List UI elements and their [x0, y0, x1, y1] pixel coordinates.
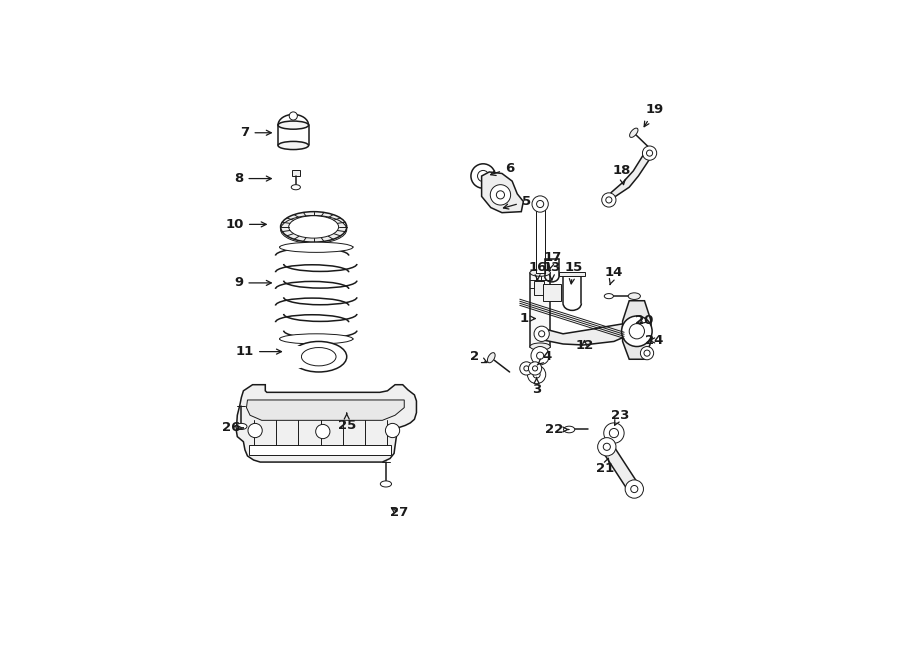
Ellipse shape: [530, 269, 550, 276]
Ellipse shape: [278, 121, 309, 129]
Circle shape: [527, 366, 545, 383]
Circle shape: [289, 112, 297, 120]
Ellipse shape: [604, 293, 614, 299]
Circle shape: [626, 480, 644, 498]
Ellipse shape: [291, 342, 346, 372]
Text: 12: 12: [575, 338, 593, 352]
Circle shape: [528, 362, 542, 375]
Ellipse shape: [280, 334, 353, 344]
Polygon shape: [534, 282, 544, 295]
Text: 4: 4: [537, 350, 552, 365]
Circle shape: [533, 371, 540, 378]
Text: 1: 1: [519, 312, 536, 325]
Text: 27: 27: [390, 506, 409, 520]
Text: 25: 25: [338, 413, 356, 432]
Ellipse shape: [563, 426, 575, 433]
Polygon shape: [237, 385, 417, 462]
Polygon shape: [292, 170, 300, 176]
Circle shape: [520, 362, 533, 375]
Polygon shape: [623, 301, 651, 360]
Text: 26: 26: [222, 422, 243, 434]
Circle shape: [536, 352, 544, 360]
Circle shape: [534, 326, 549, 342]
Ellipse shape: [628, 293, 641, 299]
Circle shape: [646, 150, 652, 156]
Text: 15: 15: [564, 261, 582, 284]
Text: 13: 13: [543, 261, 561, 280]
Text: 7: 7: [240, 126, 271, 139]
Polygon shape: [602, 444, 639, 492]
Ellipse shape: [280, 242, 353, 253]
Polygon shape: [482, 172, 523, 213]
Ellipse shape: [302, 348, 336, 366]
Ellipse shape: [236, 424, 247, 430]
Text: 22: 22: [544, 423, 569, 436]
Circle shape: [536, 200, 544, 208]
Ellipse shape: [630, 128, 638, 137]
Circle shape: [604, 423, 624, 444]
Circle shape: [538, 330, 544, 337]
Text: 5: 5: [503, 195, 531, 209]
Polygon shape: [542, 324, 630, 345]
Circle shape: [629, 324, 644, 339]
Polygon shape: [281, 346, 301, 368]
Text: 17: 17: [544, 251, 562, 270]
Text: 21: 21: [596, 458, 614, 475]
Text: 8: 8: [234, 172, 271, 185]
Ellipse shape: [292, 184, 301, 190]
Circle shape: [622, 316, 652, 346]
Circle shape: [531, 346, 549, 365]
Polygon shape: [248, 445, 391, 455]
Ellipse shape: [281, 212, 346, 242]
Text: 23: 23: [611, 408, 629, 425]
Text: 6: 6: [491, 162, 514, 175]
Circle shape: [478, 171, 489, 182]
Ellipse shape: [530, 343, 550, 350]
Circle shape: [497, 191, 505, 199]
Text: 10: 10: [226, 218, 266, 231]
Circle shape: [609, 428, 618, 438]
Text: 3: 3: [532, 377, 541, 397]
Text: 14: 14: [605, 266, 623, 285]
Polygon shape: [536, 204, 544, 273]
Text: 16: 16: [528, 261, 547, 280]
Circle shape: [491, 184, 510, 205]
Circle shape: [606, 197, 612, 203]
Ellipse shape: [381, 481, 392, 487]
Text: 24: 24: [645, 334, 664, 347]
Text: 9: 9: [234, 276, 271, 290]
Circle shape: [533, 366, 537, 371]
Polygon shape: [608, 151, 652, 202]
Circle shape: [471, 164, 495, 188]
Text: 2: 2: [471, 350, 487, 363]
Circle shape: [641, 346, 653, 360]
Circle shape: [524, 366, 529, 371]
Ellipse shape: [289, 215, 338, 238]
Circle shape: [644, 350, 650, 356]
Polygon shape: [247, 400, 404, 420]
Text: 18: 18: [612, 165, 631, 184]
Ellipse shape: [278, 141, 309, 149]
Polygon shape: [560, 272, 585, 276]
Ellipse shape: [488, 352, 495, 363]
Circle shape: [598, 438, 616, 456]
Circle shape: [603, 444, 610, 450]
Circle shape: [643, 146, 657, 160]
Circle shape: [385, 424, 400, 438]
Circle shape: [316, 424, 330, 439]
Circle shape: [532, 196, 548, 212]
Text: 19: 19: [644, 103, 664, 127]
Circle shape: [631, 485, 638, 492]
Polygon shape: [543, 284, 561, 301]
Text: 20: 20: [635, 313, 653, 327]
Polygon shape: [530, 273, 550, 346]
Circle shape: [602, 193, 616, 207]
Circle shape: [248, 424, 262, 438]
Text: 11: 11: [236, 345, 282, 358]
